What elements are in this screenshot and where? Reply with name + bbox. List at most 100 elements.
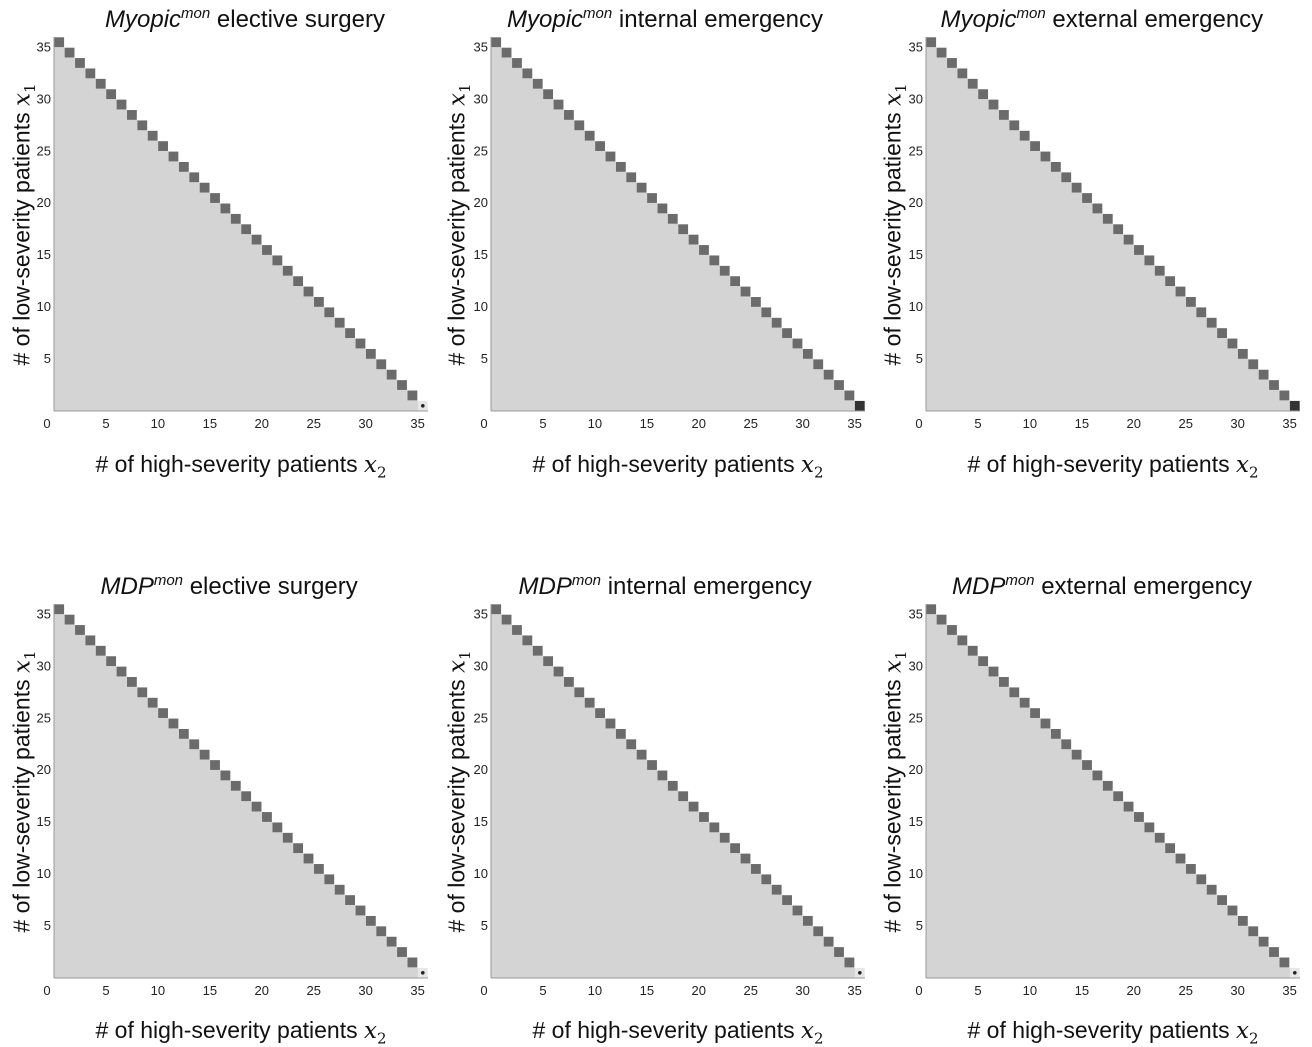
diagonal-cell bbox=[771, 317, 782, 328]
diagonal-cell bbox=[95, 645, 106, 656]
diagonal-cell bbox=[386, 936, 397, 947]
diagonal-cell bbox=[1123, 234, 1134, 245]
diagonal-cell bbox=[782, 328, 792, 338]
diagonal-cell bbox=[605, 151, 616, 162]
x-tick-label: 10 bbox=[588, 416, 602, 431]
chart-title: Myopicmon elective surgery bbox=[105, 6, 385, 34]
diagonal-cell bbox=[1040, 151, 1051, 162]
diagonal-cell bbox=[854, 400, 865, 411]
y-tick-label: 20 bbox=[909, 195, 923, 210]
diagonal-cell bbox=[615, 728, 626, 739]
x-tick-label: 30 bbox=[1230, 983, 1244, 998]
x-tick-label: 25 bbox=[1178, 416, 1192, 431]
diagonal-cell bbox=[127, 110, 137, 120]
title-policy: Myopic bbox=[105, 6, 182, 33]
diagonal-cell bbox=[241, 224, 252, 235]
y-tick-label: 25 bbox=[909, 710, 923, 725]
diagonal-cell bbox=[501, 47, 512, 58]
y-tick-label: 20 bbox=[37, 762, 51, 777]
y-tick-label: 15 bbox=[474, 814, 488, 829]
diagonal-cell bbox=[168, 151, 179, 162]
diagonal-cell bbox=[751, 864, 761, 874]
diagonal-cell bbox=[802, 348, 813, 359]
corner-dot bbox=[421, 404, 425, 408]
diagonal-cell bbox=[1019, 130, 1030, 141]
diagonal-cell bbox=[699, 245, 709, 255]
x-tick-label: 20 bbox=[692, 983, 706, 998]
diagonal-cell bbox=[106, 656, 117, 667]
y-tick-label: 25 bbox=[37, 710, 51, 725]
diagonal-cell bbox=[355, 905, 366, 916]
diagonal-cell bbox=[967, 78, 978, 89]
x-tick-label: 5 bbox=[974, 416, 981, 431]
diagonal-cell bbox=[782, 895, 792, 905]
diagonal-cell bbox=[324, 307, 335, 318]
diagonal-cell bbox=[1206, 884, 1217, 895]
title-policy: MDP bbox=[952, 573, 1006, 600]
y-tick-label: 10 bbox=[474, 299, 488, 314]
diagonal-cell bbox=[1227, 905, 1238, 916]
x-tick-label: 15 bbox=[203, 416, 217, 431]
x-tick-label: 25 bbox=[306, 416, 320, 431]
feasible-region bbox=[54, 37, 428, 411]
diagonal-cell bbox=[999, 110, 1009, 120]
chart-title: Myopicmon external emergency bbox=[941, 6, 1264, 34]
diagonal-cell bbox=[168, 718, 179, 729]
x-tick-label: 35 bbox=[1282, 983, 1296, 998]
title-policy: MDP bbox=[100, 573, 154, 600]
diagonal-cell bbox=[334, 317, 345, 328]
title-department: elective surgery bbox=[189, 573, 358, 600]
diagonal-cell bbox=[1113, 224, 1124, 235]
x-axis-variable: x bbox=[800, 1017, 814, 1044]
x-tick-label: 5 bbox=[102, 983, 109, 998]
diagonal-cell bbox=[491, 604, 502, 615]
diagonal-cell bbox=[355, 338, 366, 349]
diagonal-cell bbox=[199, 182, 210, 193]
diagonal-cell bbox=[678, 791, 689, 802]
diagonal-cell bbox=[54, 604, 65, 615]
diagonal-cell bbox=[626, 172, 637, 183]
diagonal-cell bbox=[1165, 276, 1176, 287]
diagonal-cell bbox=[397, 380, 407, 390]
y-tick-label: 15 bbox=[37, 247, 51, 262]
diagonal-cell bbox=[667, 780, 678, 791]
diagonal-cell bbox=[1269, 947, 1279, 957]
x-axis-label-text: # of high-severity patients bbox=[532, 1016, 801, 1043]
diagonal-cell bbox=[1217, 895, 1227, 905]
diagonal-cell bbox=[978, 656, 989, 667]
diagonal-cell bbox=[1134, 245, 1144, 255]
x-tick-label: 10 bbox=[1023, 416, 1037, 431]
diagonal-cell bbox=[813, 359, 824, 370]
x-tick-label: 0 bbox=[915, 983, 922, 998]
y-tick-label: 10 bbox=[37, 299, 51, 314]
diagonal-cell bbox=[999, 677, 1009, 687]
diagonal-cell bbox=[823, 936, 834, 947]
diagonal-cell bbox=[189, 172, 200, 183]
diagonal-cell bbox=[303, 286, 314, 297]
x-tick-label: 15 bbox=[640, 416, 654, 431]
diagonal-cell bbox=[1019, 697, 1030, 708]
y-tick-label: 15 bbox=[909, 247, 923, 262]
x-tick-label: 25 bbox=[743, 983, 757, 998]
x-tick-label: 10 bbox=[1023, 983, 1037, 998]
diagonal-cell bbox=[988, 666, 999, 677]
y-tick-label: 30 bbox=[474, 658, 488, 673]
diagonal-cell bbox=[1113, 791, 1124, 802]
x-tick-label: 35 bbox=[847, 983, 861, 998]
diagonal-cell bbox=[605, 718, 616, 729]
title-policy: MDP bbox=[518, 573, 572, 600]
x-tick-label: 30 bbox=[795, 416, 809, 431]
y-tick-label: 10 bbox=[474, 866, 488, 881]
x-axis-subscript: 2 bbox=[813, 463, 824, 482]
diagonal-cell bbox=[1165, 843, 1176, 854]
diagonal-cell bbox=[365, 915, 376, 926]
y-tick-label: 25 bbox=[37, 143, 51, 158]
diagonal-cell bbox=[584, 697, 595, 708]
diagonal-cell bbox=[303, 853, 314, 864]
diagonal-cell bbox=[657, 203, 668, 214]
y-tick-label: 25 bbox=[909, 143, 923, 158]
feasible-region bbox=[54, 604, 428, 978]
